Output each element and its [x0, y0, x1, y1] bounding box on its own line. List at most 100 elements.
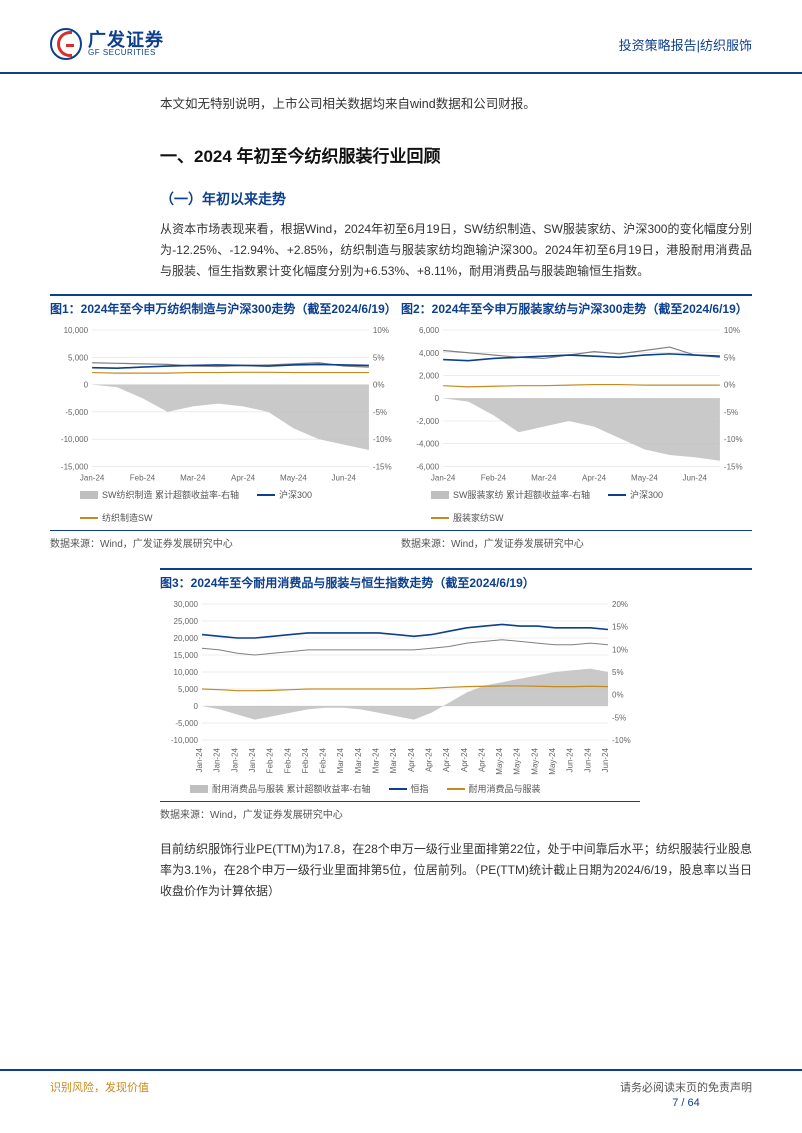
svg-text:Mar-24: Mar-24 [389, 748, 398, 774]
chart2: -6,000 -4,000 -2,000 0 2,000 4,000 6,000 -15% -1… [401, 324, 752, 528]
legend-item: 沪深300 [257, 488, 312, 501]
chart2-source: 数据来源：Wind，广发证券发展研究中心 [401, 530, 752, 550]
svg-text:-10%: -10% [373, 435, 392, 444]
svg-text:25,000: 25,000 [174, 617, 199, 626]
svg-text:Feb-24: Feb-24 [130, 473, 156, 482]
svg-text:Jan-24: Jan-24 [80, 473, 105, 482]
logo: 广发证券 GF SECURITIES [50, 28, 164, 60]
svg-text:2,000: 2,000 [419, 371, 440, 380]
svg-text:15,000: 15,000 [174, 651, 199, 660]
svg-text:5%: 5% [724, 353, 736, 362]
svg-text:Jan-24: Jan-24 [213, 748, 222, 773]
footer-right: 请务必阅读末页的免责声明 [620, 1079, 752, 1095]
svg-text:0%: 0% [373, 381, 385, 390]
svg-text:-15%: -15% [724, 462, 743, 471]
svg-text:Mar-24: Mar-24 [531, 473, 557, 482]
svg-text:4,000: 4,000 [419, 349, 440, 358]
svg-text:Apr-24: Apr-24 [477, 748, 486, 773]
svg-text:Jan-24: Jan-24 [431, 473, 456, 482]
svg-text:5%: 5% [373, 353, 385, 362]
legend-item: 耐用消费品与服装 累计超额收益率-右轴 [190, 782, 371, 795]
chart2-legend: SW服装家纺 累计超额收益率-右轴沪深300服装家纺SW [401, 484, 752, 528]
svg-text:Apr-24: Apr-24 [424, 748, 433, 773]
svg-text:Feb-24: Feb-24 [301, 748, 310, 774]
svg-text:-10%: -10% [724, 435, 743, 444]
section-h1: 一、2024 年初至今纺织服装行业回顾 [160, 142, 752, 167]
svg-text:-2,000: -2,000 [416, 417, 439, 426]
svg-text:-4,000: -4,000 [416, 440, 439, 449]
svg-text:5,000: 5,000 [178, 685, 199, 694]
svg-text:10,000: 10,000 [64, 326, 89, 335]
chart3-source: 数据来源：Wind，广发证券发展研究中心 [160, 801, 640, 821]
svg-text:Apr-24: Apr-24 [582, 473, 607, 482]
svg-text:May-24: May-24 [530, 748, 539, 775]
svg-text:6,000: 6,000 [419, 326, 440, 335]
svg-text:10%: 10% [373, 326, 389, 335]
svg-text:30,000: 30,000 [174, 600, 199, 609]
chart1-source: 数据来源：Wind，广发证券发展研究中心 [50, 530, 401, 550]
svg-text:Feb-24: Feb-24 [266, 748, 275, 774]
svg-text:Mar-24: Mar-24 [336, 748, 345, 774]
svg-text:-6,000: -6,000 [416, 462, 439, 471]
svg-text:May-24: May-24 [513, 748, 522, 775]
section-h2: （一）年初以来走势 [160, 189, 752, 209]
svg-text:Apr-24: Apr-24 [231, 473, 256, 482]
svg-text:10,000: 10,000 [174, 668, 199, 677]
legend-item: 服装家纺SW [431, 511, 504, 524]
paragraph-1: 从资本市场表现来看，根据Wind，2024年初至6月19日，SW纺织制造、SW服… [160, 219, 752, 282]
svg-text:Mar-24: Mar-24 [180, 473, 206, 482]
paragraph-2: 目前纺织服饰行业PE(TTM)为17.8，在28个申万一级行业里面排第22位，处… [160, 839, 752, 902]
svg-text:-5%: -5% [373, 408, 387, 417]
svg-text:Apr-24: Apr-24 [407, 748, 416, 773]
svg-text:0: 0 [435, 394, 440, 403]
svg-text:20%: 20% [612, 600, 628, 609]
svg-text:May-24: May-24 [631, 473, 658, 482]
svg-text:-5%: -5% [612, 714, 626, 723]
legend-item: SW纺织制造 累计超额收益率-右轴 [80, 488, 239, 501]
svg-text:0: 0 [194, 702, 199, 711]
svg-text:10%: 10% [612, 646, 628, 655]
svg-text:10%: 10% [724, 326, 740, 335]
legend-item: 纺织制造SW [80, 511, 153, 524]
header-right: 投资策略报告|纺织服饰 [619, 35, 752, 54]
svg-text:Feb-24: Feb-24 [319, 748, 328, 774]
svg-text:Apr-24: Apr-24 [442, 748, 451, 773]
svg-text:Apr-24: Apr-24 [460, 748, 469, 773]
svg-text:May-24: May-24 [495, 748, 504, 775]
svg-text:0%: 0% [612, 691, 624, 700]
svg-text:15%: 15% [612, 623, 628, 632]
svg-text:0%: 0% [724, 381, 736, 390]
logo-cn: 广发证券 [88, 31, 164, 49]
svg-text:-5%: -5% [724, 408, 738, 417]
gf-logo-icon [50, 28, 82, 60]
svg-text:Jun-24: Jun-24 [583, 748, 592, 773]
chart3-title: 图3：2024年至今耐用消费品与服装与恒生指数走势（截至2024/6/19） [160, 568, 752, 592]
svg-text:-10%: -10% [612, 736, 631, 745]
svg-text:-10,000: -10,000 [171, 736, 199, 745]
svg-text:May-24: May-24 [548, 748, 557, 775]
svg-text:5%: 5% [612, 668, 624, 677]
legend-item: 沪深300 [608, 488, 663, 501]
svg-text:May-24: May-24 [280, 473, 307, 482]
svg-text:Feb-24: Feb-24 [283, 748, 292, 774]
chart2-title: 图2：2024年至今申万服装家纺与沪深300走势（截至2024/6/19） [401, 294, 752, 318]
footer-left: 识别风险，发现价值 [50, 1079, 149, 1095]
legend-item: 恒指 [389, 782, 429, 795]
page-footer: 识别风险，发现价值 请务必阅读末页的免责声明 7 / 64 [0, 1069, 802, 1133]
intro-note: 本文如无特别说明，上市公司相关数据均来自wind数据和公司财报。 [160, 94, 752, 114]
svg-text:Mar-24: Mar-24 [372, 748, 381, 774]
page-number: 7 / 64 [620, 1097, 752, 1109]
legend-item: 耐用消费品与服装 [447, 782, 541, 795]
chart1-legend: SW纺织制造 累计超额收益率-右轴 沪深300 纺织制造SW [50, 484, 401, 528]
svg-text:Jan-24: Jan-24 [230, 748, 239, 773]
chart3: -10,000-5,00005,00010,00015,00020,00025,… [160, 598, 640, 799]
chart1: -15,000-10,000-5,00005,00010,000-15%-10%… [50, 324, 401, 528]
svg-text:Feb-24: Feb-24 [481, 473, 507, 482]
chart3-legend: 耐用消费品与服装 累计超额收益率-右轴 恒指 耐用消费品与服装 [160, 778, 640, 799]
page-header: 广发证券 GF SECURITIES 投资策略报告|纺织服饰 [0, 0, 802, 74]
svg-text:-5,000: -5,000 [175, 719, 198, 728]
svg-text:-5,000: -5,000 [65, 408, 88, 417]
svg-text:Jun-24: Jun-24 [601, 748, 610, 773]
svg-text:Jun-24: Jun-24 [566, 748, 575, 773]
svg-text:Jun-24: Jun-24 [682, 473, 707, 482]
